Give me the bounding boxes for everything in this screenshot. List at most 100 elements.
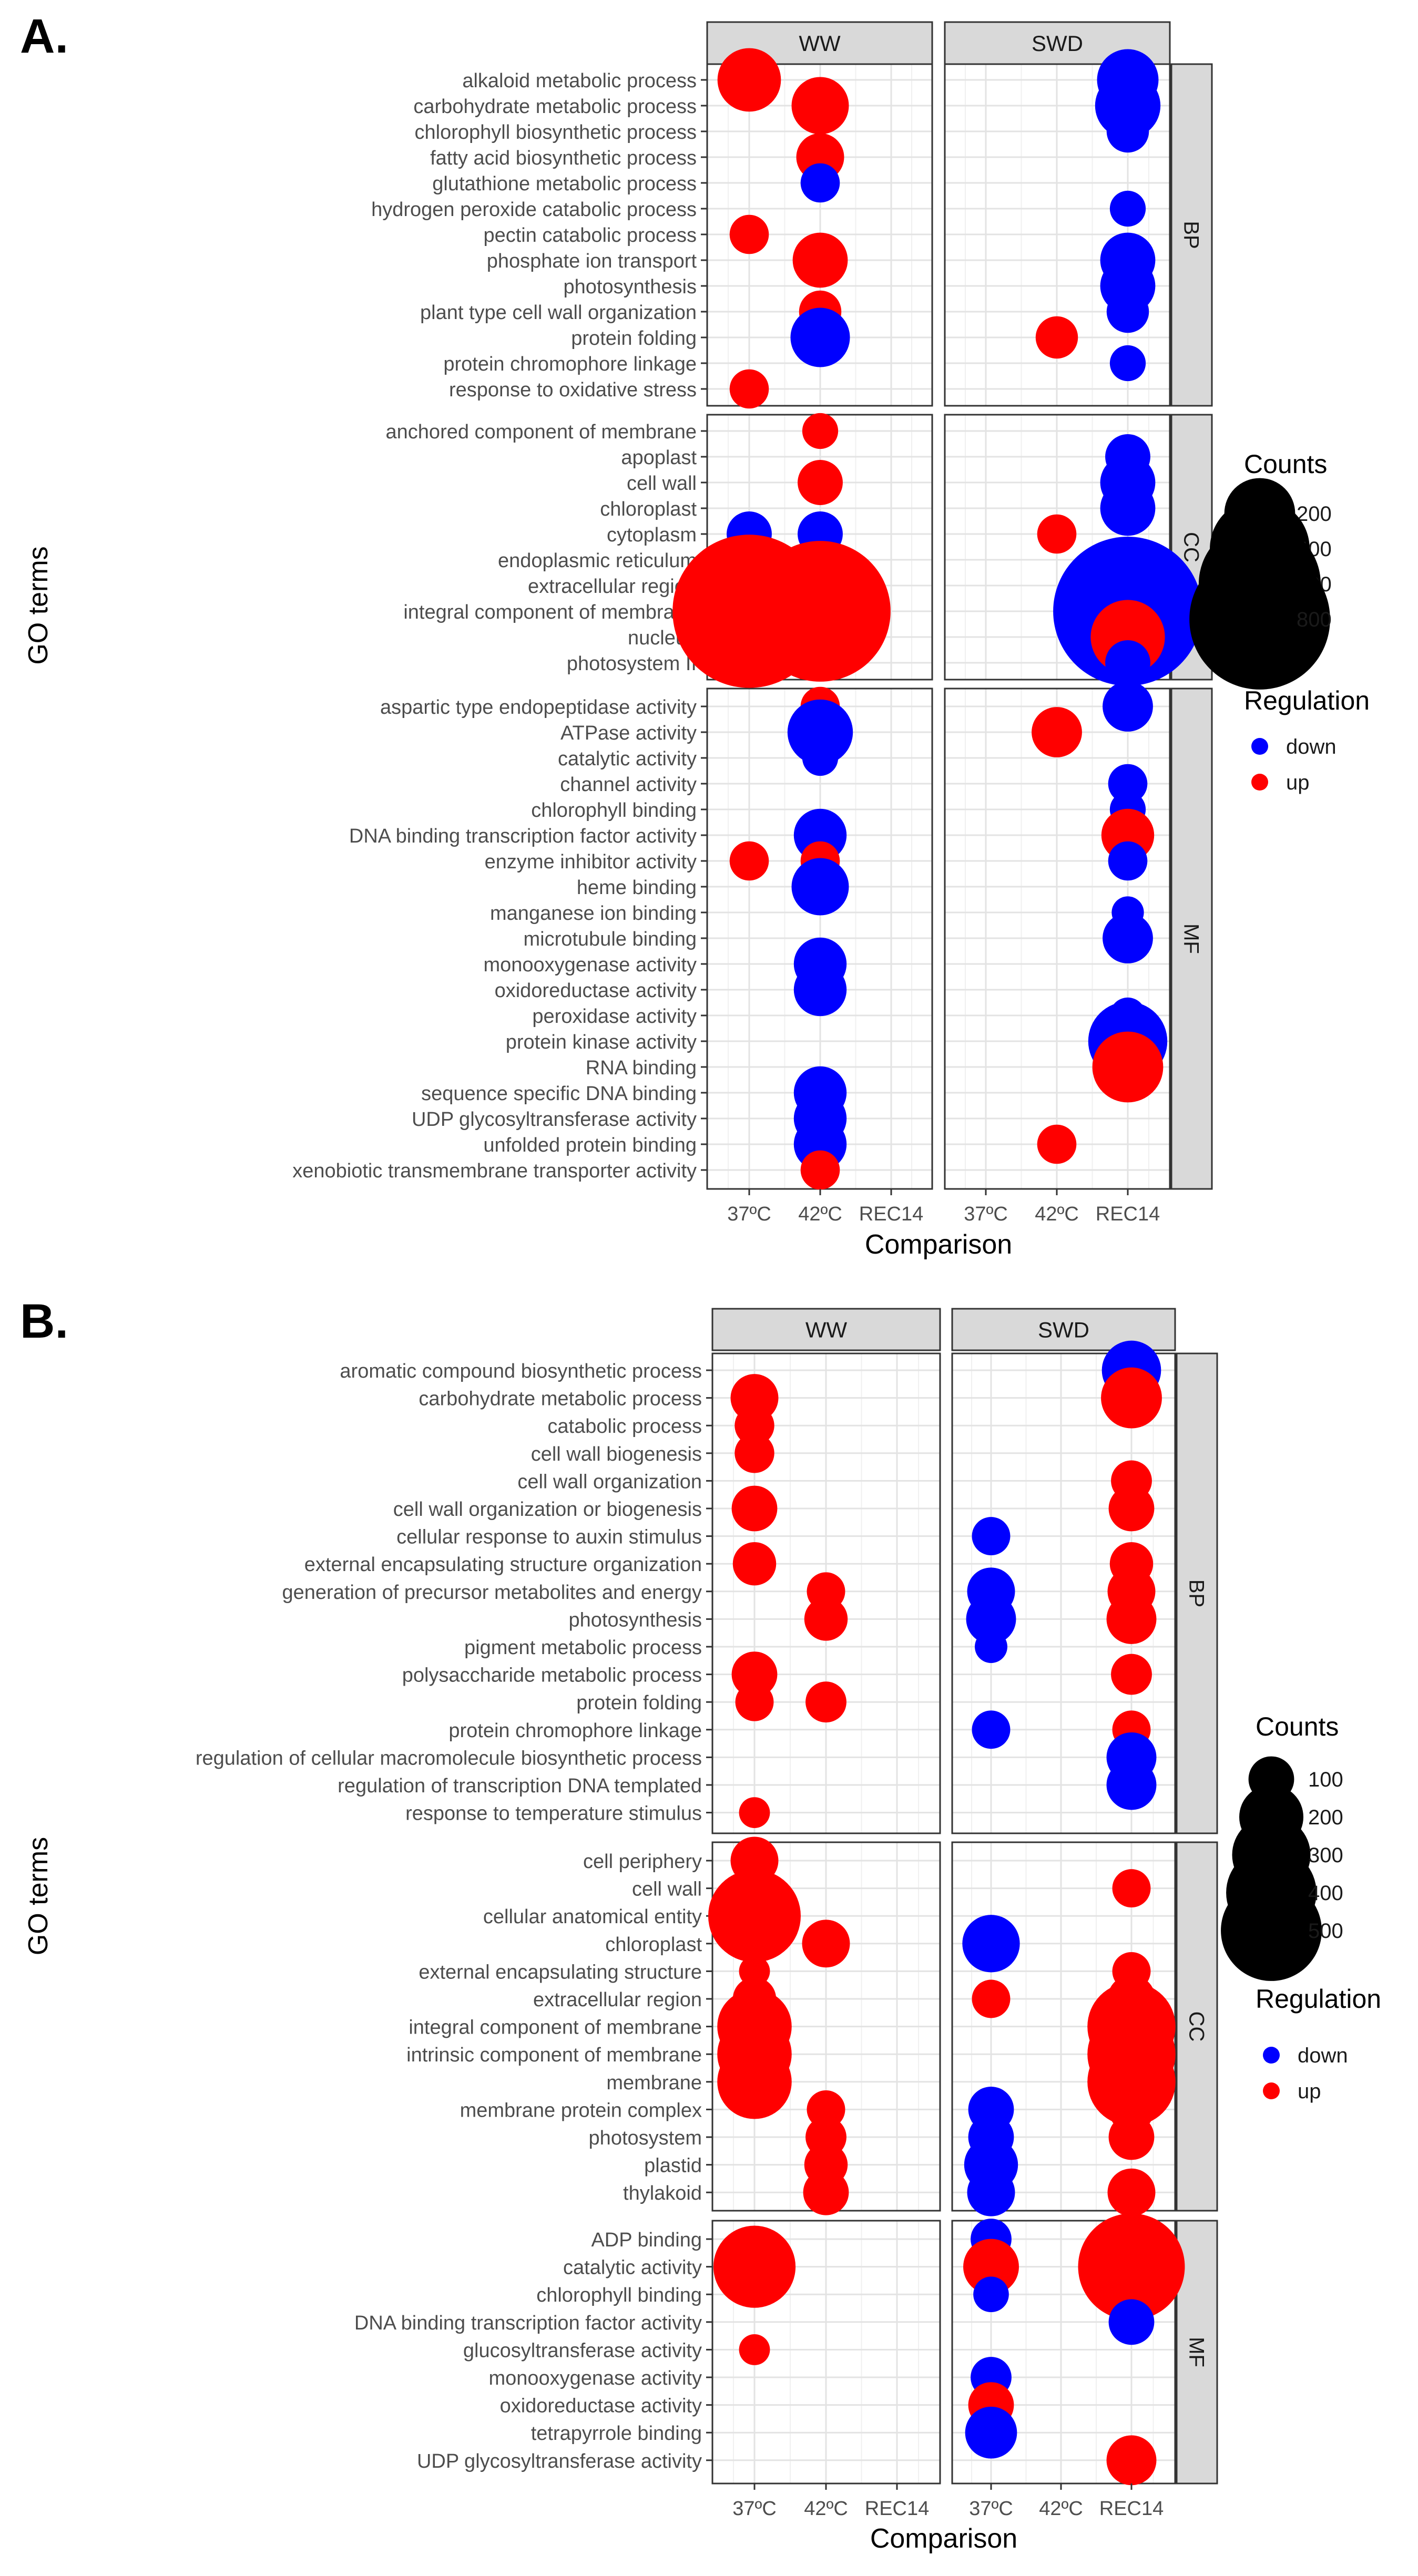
point-ww-42-c-chloroplast	[802, 1920, 850, 1968]
y-tick-label: anchored component of membrane	[386, 421, 697, 443]
point-ww-37-c-polysaccharide-metabolic-process	[731, 1651, 778, 1698]
legend-size-label-400: 400	[1308, 1882, 1343, 1905]
point-ww-42-c-glutathione-metabolic-process	[800, 163, 840, 203]
point-ww-42-c-atpase-activity	[787, 699, 853, 765]
y-tick-label: regulation of cellular macromolecule bio…	[196, 1747, 702, 1769]
y-tick-label: apoplast	[621, 447, 697, 469]
facet-label-ww: WW	[805, 1318, 848, 1342]
y-tick-label: plastid	[644, 2155, 702, 2177]
legend-color-title: Regulation	[1244, 686, 1370, 715]
point-swd-rec14-regulation-of-transcription-dna-templated	[1106, 1760, 1157, 1810]
y-tick-label: chlorophyll biosynthetic process	[415, 121, 697, 143]
legend-size-label-300: 300	[1308, 1844, 1343, 1867]
point-ww-42-c-phosphate-ion-transport	[792, 232, 848, 288]
y-axis-title: GO terms	[23, 1837, 54, 1955]
legend-size-label-800: 800	[1297, 608, 1332, 631]
legend-size-label-200: 200	[1308, 1806, 1343, 1829]
point-ww-37-c-membrane	[717, 2045, 792, 2119]
y-tick-label: heme binding	[577, 877, 697, 899]
legend-color-label-up: up	[1298, 2080, 1321, 2103]
legend-color-key-down	[1251, 738, 1268, 755]
point-ww-37-c-alkaloid-metabolic-process	[717, 48, 781, 112]
panel-border-swd-cc	[944, 414, 1171, 681]
point-swd-rec14-chlorophyll-biosynthetic-process	[1106, 110, 1149, 153]
point-swd-37-c-tetrapyrrole-binding	[965, 2406, 1017, 2459]
point-swd-rec14-cell-wall-organization-or-biogenesis	[1108, 1485, 1155, 1532]
group-label-mf: MF	[1185, 2337, 1208, 2367]
y-tick-label: DNA binding transcription factor activit…	[349, 825, 697, 847]
point-swd-42-c-atpase-activity	[1032, 707, 1082, 757]
x-tick-label: REC14	[859, 1203, 924, 1225]
y-tick-label: protein chromophore linkage	[448, 1720, 702, 1742]
point-swd-37-c-cellular-response-to-auxin-stimulus	[972, 1517, 1011, 1556]
point-swd-rec14-cell-wall	[1112, 1869, 1151, 1908]
point-swd-42-c-protein-folding	[1035, 316, 1078, 359]
y-tick-label: photosynthesis	[564, 276, 697, 298]
legend-color-label-up: up	[1286, 771, 1310, 794]
y-tick-label: carbohydrate metabolic process	[413, 96, 697, 118]
point-ww-37-c-cell-wall-organization-or-biogenesis	[731, 1485, 778, 1532]
y-tick-label: protein folding	[571, 327, 697, 350]
point-swd-rec14-enzyme-inhibitor-activity	[1108, 841, 1148, 881]
group-label-cc: CC	[1180, 532, 1203, 562]
y-tick-label: extracellular region	[533, 1989, 702, 2011]
point-ww-37-c-external-encapsulating-structure-organization	[732, 1542, 777, 1586]
y-tick-label: oxidoreductase activity	[500, 2395, 702, 2417]
y-tick-label: cell wall organization or biogenesis	[393, 1499, 702, 1521]
point-ww-37-c-protein-folding	[735, 1682, 774, 1721]
x-axis-title: Comparison	[865, 1229, 1012, 1260]
legend-color-title: Regulation	[1256, 1984, 1381, 2014]
y-tick-label: photosynthesis	[569, 1609, 702, 1631]
point-ww-42-c-cell-wall	[798, 460, 843, 505]
point-swd-37-c-photosynthesis	[966, 1594, 1016, 1644]
point-swd-37-c-chloroplast	[962, 1915, 1020, 1973]
group-strip-bp	[1170, 63, 1213, 407]
x-tick-label: 37ºC	[969, 2498, 1013, 2520]
point-swd-rec14-plant-type-cell-wall-organization	[1106, 290, 1149, 333]
y-tick-label: catalytic activity	[558, 748, 697, 770]
point-ww-37-c-catabolic-process	[734, 1405, 774, 1445]
point-swd-37-c-protein-chromophore-linkage	[972, 1710, 1011, 1749]
group-strip-mf	[1170, 687, 1213, 1190]
facet-label-ww: WW	[799, 31, 841, 56]
legend-size-label-200: 200	[1297, 502, 1332, 526]
y-tick-label: generation of precursor metabolites and …	[282, 1582, 702, 1604]
x-tick-label: 37ºC	[732, 2498, 777, 2520]
group-label-bp: BP	[1180, 221, 1203, 249]
y-tick-label: cell wall organization	[517, 1471, 702, 1493]
y-tick-label: catabolic process	[547, 1415, 702, 1438]
y-tick-label: protein chromophore linkage	[443, 353, 697, 375]
point-swd-rec14-catalytic-activity	[1078, 2213, 1185, 2321]
point-swd-37-c-pigment-metabolic-process	[975, 1630, 1007, 1663]
point-swd-rec14-carbohydrate-metabolic-process	[1101, 1367, 1162, 1429]
point-swd-37-c-chlorophyll-binding	[973, 2276, 1009, 2313]
point-swd-42-c-cytoplasm	[1037, 514, 1077, 554]
y-tick-label: cell periphery	[583, 1851, 702, 1873]
group-label-cc: CC	[1185, 2011, 1208, 2042]
x-tick-label: REC14	[1099, 2498, 1164, 2520]
y-tick-label: cell wall	[627, 473, 697, 495]
legend-color-key-up	[1251, 774, 1268, 791]
y-tick-label: chlorophyll binding	[531, 799, 697, 822]
y-tick-label: integral component of membrane	[403, 601, 697, 623]
y-tick-label: endoplasmic reticulum	[498, 550, 697, 572]
y-tick-label: UDP glycosyltransferase activity	[417, 2450, 702, 2472]
y-tick-label: external encapsulating structure	[419, 1961, 702, 1983]
y-tick-label: membrane	[606, 2072, 702, 2094]
y-tick-label: regulation of transcription DNA template…	[338, 1775, 702, 1797]
y-tick-label: external encapsulating structure organiz…	[304, 1554, 702, 1576]
legend-size-label-100: 100	[1308, 1768, 1343, 1791]
y-tick-label: alkaloid metabolic process	[462, 70, 697, 92]
y-tick-label: sequence specific DNA binding	[421, 1083, 697, 1105]
x-axis-title: Comparison	[870, 2523, 1017, 2554]
point-ww-42-c-photosynthesis	[804, 1597, 848, 1641]
x-tick-label: 42ºC	[804, 2498, 848, 2520]
point-ww-42-c-heme-binding	[791, 858, 849, 916]
panel-a: A. WW SWD BP alkaloid metabolic process carbo…	[20, 9, 1370, 1260]
y-tick-label: chlorophyll binding	[536, 2284, 702, 2306]
y-tick-label: cytoplasm	[607, 524, 697, 546]
point-swd-rec14-thylakoid	[1107, 2168, 1156, 2216]
panel-label: B.	[20, 1295, 68, 1348]
y-tick-label: hydrogen peroxide catabolic process	[371, 199, 697, 221]
y-tick-label: cell wall	[632, 1879, 702, 1901]
